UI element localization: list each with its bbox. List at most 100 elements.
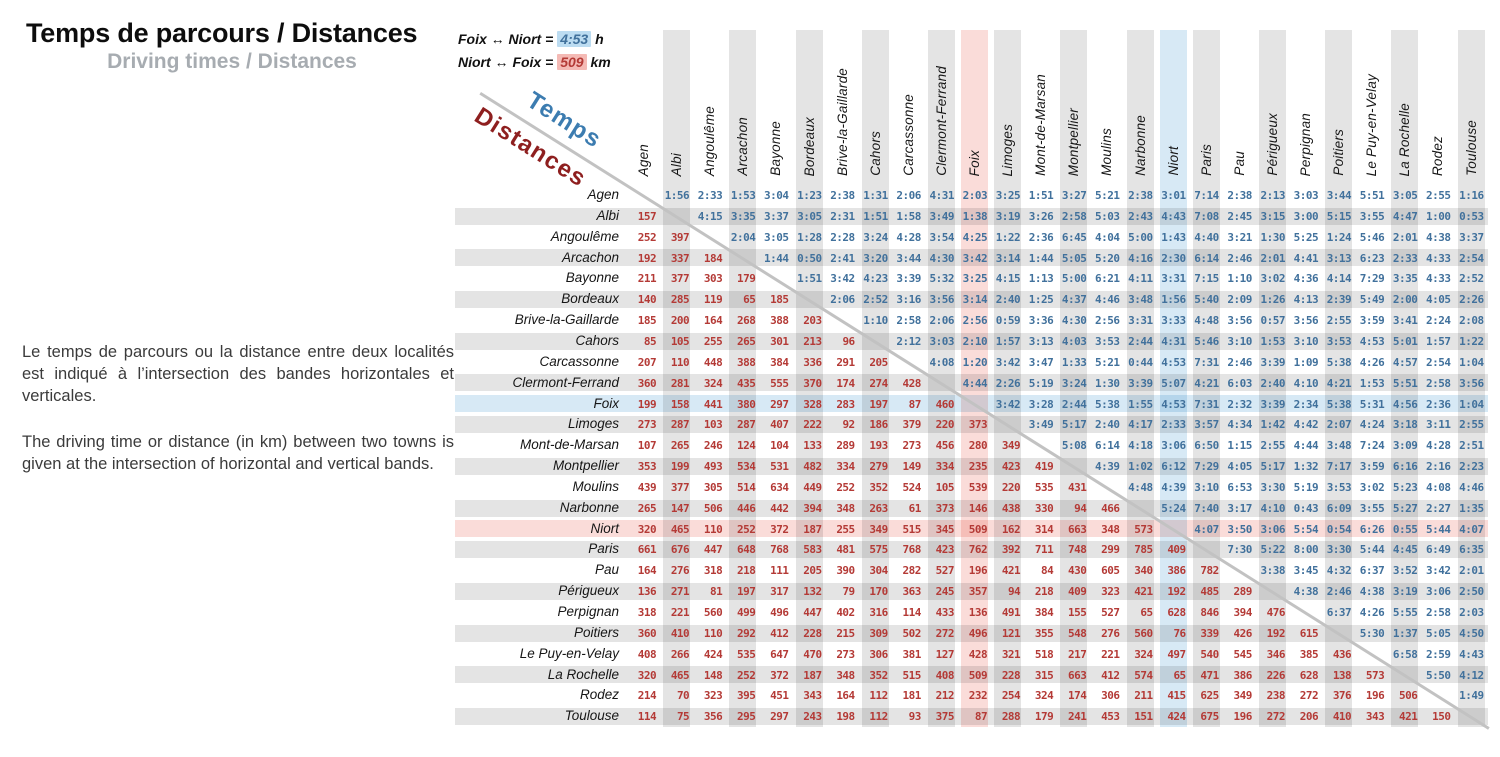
matrix-cell: 3:37 [1459, 230, 1484, 244]
matrix-cell: 442 [770, 501, 789, 515]
matrix-cell: 675 [1200, 710, 1219, 724]
matrix-cell: 179 [1034, 710, 1054, 724]
matrix-cell: 4:34 [1227, 418, 1252, 432]
row-label: Toulouse [564, 708, 619, 724]
matrix-cell: 423 [1001, 460, 1021, 474]
matrix-cell: 4:26 [1359, 606, 1385, 619]
matrix-cell: 2:32 [1227, 397, 1252, 411]
matrix-cell: 4:46 [1094, 293, 1120, 307]
matrix-cell: 281 [670, 376, 690, 390]
matrix-cell: 255 [703, 334, 723, 348]
matrix-cell: 768 [902, 543, 922, 557]
page: Temps de parcours / Distances Driving ti… [22, 18, 1490, 730]
matrix-cell: 394 [1233, 606, 1253, 619]
matrix-cell: 412 [1101, 668, 1120, 682]
matrix-cell: 4:31 [1161, 334, 1186, 348]
matrix-cell: 2:33 [1392, 251, 1418, 265]
row-band [455, 708, 1488, 726]
matrix-cell: 388 [770, 314, 789, 328]
row-label: Angoulême [550, 228, 619, 244]
page-subtitle: Driving times / Distances [107, 50, 357, 73]
matrix-cell: 509 [968, 522, 988, 536]
matrix-cell: 4:04 [1094, 230, 1120, 244]
matrix-cell: 320 [637, 668, 657, 682]
column-header-label: Montpellier [1066, 107, 1082, 176]
matrix-cell: 2:45 [1227, 209, 1252, 223]
matrix-cell: 0:50 [797, 251, 822, 265]
matrix-cell: 184 [703, 251, 723, 265]
matrix-cell: 5:27 [1392, 501, 1418, 515]
matrix-cell: 6:12 [1161, 460, 1186, 474]
matrix-cell: 107 [637, 439, 657, 453]
matrix-cell: 3:42 [995, 397, 1021, 411]
matrix-cell: 2:33 [697, 189, 723, 202]
matrix-cell: 5:21 [1094, 189, 1120, 202]
column-header-label: Paris [1198, 144, 1214, 176]
matrix-cell: 3:56 [929, 293, 954, 307]
matrix-cell: 149 [902, 460, 922, 474]
matrix-cell: 2:03 [962, 189, 988, 202]
matrix-cell: 2:10 [962, 334, 988, 348]
matrix-cell: 1:13 [1028, 272, 1054, 286]
matrix-cell: 3:49 [929, 209, 954, 223]
row-label: Clermont-Ferrand [512, 374, 619, 390]
matrix-cell: 465 [670, 522, 690, 536]
column-header: Cahors [859, 30, 892, 182]
matrix-cell: 410 [1332, 710, 1352, 724]
matrix-cell: 430 [1068, 564, 1087, 578]
column-header: Rodez [1421, 30, 1454, 182]
matrix-cell: 5:46 [1194, 334, 1219, 348]
matrix-cell: 207 [637, 355, 657, 369]
matrix-cell: 3:24 [1061, 376, 1087, 390]
matrix-cell: 323 [1101, 585, 1120, 599]
matrix-cell: 6:23 [1359, 251, 1385, 265]
matrix-cell: 5:30 [1359, 626, 1385, 640]
matrix-cell: 409 [1068, 585, 1087, 599]
matrix-cell: 3:05 [1392, 189, 1418, 202]
matrix-cell: 235 [968, 460, 988, 474]
matrix-cell: 527 [1101, 606, 1120, 619]
matrix-cell: 3:30 [1260, 480, 1285, 494]
matrix-cell: 2:56 [1094, 314, 1120, 328]
matrix-cell: 200 [670, 314, 690, 328]
matrix-cell: 283 [836, 397, 855, 411]
matrix-cell: 2:06 [830, 293, 855, 307]
matrix-cell: 384 [1034, 606, 1054, 619]
matrix-cell: 3:42 [962, 251, 988, 265]
matrix-cell: 424 [1167, 710, 1186, 724]
matrix-cell: 0:53 [1459, 209, 1484, 223]
matrix-cell: 392 [1001, 543, 1021, 557]
matrix-cell: 273 [836, 647, 855, 661]
matrix-cell: 7:30 [1227, 543, 1252, 557]
matrix-cell: 3:06 [1425, 585, 1451, 599]
matrix-cell: 181 [902, 689, 922, 703]
matrix-cell: 1:25 [1028, 293, 1054, 307]
matrix-cell: 288 [1001, 710, 1021, 724]
matrix-cell: 85 [643, 334, 657, 348]
matrix-cell: 87 [974, 710, 988, 724]
matrix-cell: 2:46 [1227, 355, 1252, 369]
matrix-cell: 386 [1167, 564, 1186, 578]
matrix-cell: 273 [637, 418, 657, 432]
matrix-cell: 2:38 [1128, 189, 1153, 202]
matrix-cell: 5:23 [1392, 480, 1418, 494]
matrix-cell: 61 [908, 501, 922, 515]
matrix-cell: 355 [1034, 626, 1054, 640]
matrix-cell: 272 [1299, 689, 1319, 703]
matrix-cell: 376 [1332, 689, 1352, 703]
matrix-cell: 146 [968, 501, 988, 515]
matrix-cell: 136 [637, 585, 657, 599]
matrix-cell: 203 [803, 314, 822, 328]
matrix-cell: 252 [836, 480, 855, 494]
matrix-cell: 252 [637, 230, 657, 244]
matrix-cell: 7:31 [1194, 397, 1219, 411]
row-label: Mont-de-Marsan [519, 437, 619, 453]
matrix-cell: 217 [1068, 647, 1087, 661]
matrix-cell: 282 [902, 564, 922, 578]
matrix-cell: 514 [737, 480, 756, 494]
matrix-cell: 4:44 [962, 376, 988, 390]
matrix-cell: 3:53 [1326, 480, 1352, 494]
row-label: Montpellier [552, 458, 619, 474]
matrix-cell: 127 [935, 647, 955, 661]
matrix-cell: 3:27 [1061, 189, 1087, 202]
